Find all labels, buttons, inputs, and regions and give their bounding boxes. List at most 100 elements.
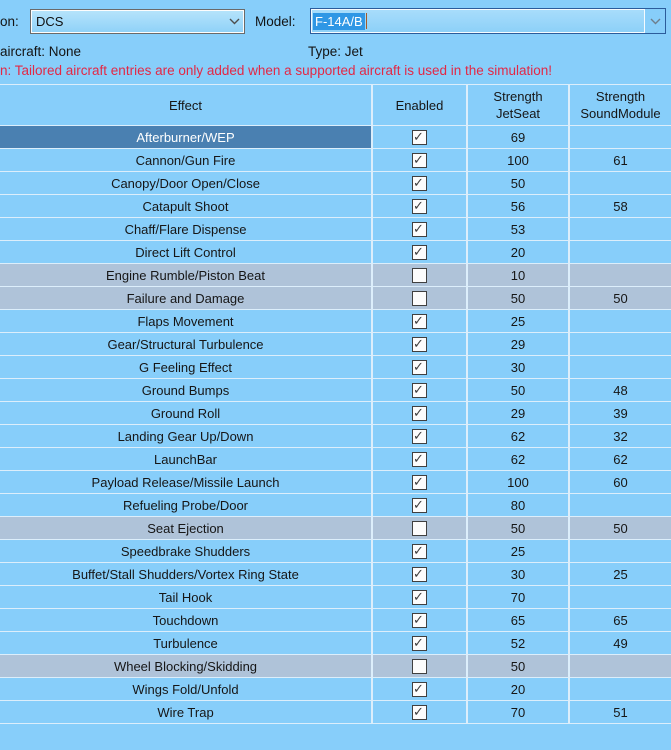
- table-row[interactable]: Touchdown 65 65: [0, 609, 671, 632]
- soundmodule-strength-cell[interactable]: [570, 310, 671, 332]
- chevron-down-icon[interactable]: [224, 10, 244, 33]
- enabled-cell[interactable]: [373, 402, 468, 424]
- effect-cell[interactable]: Wings Fold/Unfold: [0, 678, 373, 700]
- jetseat-strength-cell[interactable]: 53: [468, 218, 570, 240]
- jetseat-strength-cell[interactable]: 50: [468, 517, 570, 539]
- header-strength-jetseat[interactable]: Strength JetSeat: [468, 85, 570, 125]
- enabled-cell[interactable]: [373, 425, 468, 447]
- jetseat-strength-cell[interactable]: 56: [468, 195, 570, 217]
- enabled-cell[interactable]: [373, 241, 468, 263]
- soundmodule-strength-cell[interactable]: 49: [613, 635, 628, 651]
- model-combobox[interactable]: F-14A/B: [310, 8, 666, 34]
- enabled-checkbox[interactable]: [412, 290, 427, 306]
- table-row[interactable]: G Feeling Effect 30: [0, 356, 671, 379]
- enabled-cell[interactable]: [373, 448, 468, 470]
- table-row[interactable]: Failure and Damage 50 50: [0, 287, 671, 310]
- effect-cell[interactable]: Speedbrake Shudders: [0, 540, 373, 562]
- jetseat-strength-cell[interactable]: 50: [468, 655, 570, 677]
- enabled-cell[interactable]: [373, 609, 468, 631]
- jetseat-strength-cell[interactable]: 69: [468, 126, 570, 148]
- enabled-cell[interactable]: [373, 655, 468, 677]
- table-row[interactable]: LaunchBar 62 62: [0, 448, 671, 471]
- soundmodule-strength-cell[interactable]: 65: [613, 612, 628, 628]
- enabled-cell[interactable]: [373, 471, 468, 493]
- enabled-checkbox[interactable]: [412, 175, 427, 191]
- enabled-checkbox[interactable]: [412, 428, 427, 444]
- enabled-checkbox[interactable]: [412, 336, 427, 352]
- table-row[interactable]: Landing Gear Up/Down 62 32: [0, 425, 671, 448]
- table-row[interactable]: Ground Roll 29 39: [0, 402, 671, 425]
- enabled-cell[interactable]: [373, 586, 468, 608]
- enabled-checkbox[interactable]: [412, 658, 427, 674]
- enabled-cell[interactable]: [373, 195, 468, 217]
- effect-cell[interactable]: Ground Roll: [0, 402, 373, 424]
- jetseat-strength-cell[interactable]: 25: [468, 540, 570, 562]
- jetseat-strength-cell[interactable]: 50: [468, 172, 570, 194]
- enabled-checkbox[interactable]: [412, 152, 427, 168]
- enabled-cell[interactable]: [373, 333, 468, 355]
- simulation-combobox[interactable]: DCS: [30, 9, 245, 34]
- header-effect[interactable]: Effect: [0, 85, 373, 125]
- enabled-checkbox[interactable]: [412, 589, 427, 605]
- soundmodule-strength-cell[interactable]: [570, 655, 671, 677]
- table-row[interactable]: Turbulence 52 49: [0, 632, 671, 655]
- table-row[interactable]: Payload Release/Missile Launch 100 60: [0, 471, 671, 494]
- effect-cell[interactable]: Cannon/Gun Fire: [0, 149, 373, 171]
- table-row[interactable]: Tail Hook 70: [0, 586, 671, 609]
- table-row[interactable]: Afterburner/WEP 69: [0, 126, 671, 149]
- effect-cell[interactable]: LaunchBar: [0, 448, 373, 470]
- enabled-checkbox[interactable]: [412, 359, 427, 375]
- table-row[interactable]: Wings Fold/Unfold 20: [0, 678, 671, 701]
- table-row[interactable]: Refueling Probe/Door 80: [0, 494, 671, 517]
- jetseat-strength-cell[interactable]: 65: [468, 609, 570, 631]
- jetseat-strength-cell[interactable]: 25: [468, 310, 570, 332]
- enabled-checkbox[interactable]: [412, 221, 427, 237]
- enabled-checkbox[interactable]: [412, 566, 427, 582]
- enabled-checkbox[interactable]: [412, 474, 427, 490]
- jetseat-strength-cell[interactable]: 100: [468, 471, 570, 493]
- enabled-checkbox[interactable]: [412, 313, 427, 329]
- enabled-cell[interactable]: [373, 563, 468, 585]
- enabled-checkbox[interactable]: [412, 382, 427, 398]
- enabled-checkbox[interactable]: [412, 520, 427, 536]
- enabled-cell[interactable]: [373, 494, 468, 516]
- table-row[interactable]: Flaps Movement 25: [0, 310, 671, 333]
- enabled-cell[interactable]: [373, 310, 468, 332]
- enabled-cell[interactable]: [373, 172, 468, 194]
- enabled-checkbox[interactable]: [412, 451, 427, 467]
- enabled-cell[interactable]: [373, 149, 468, 171]
- header-strength-soundmodule[interactable]: Strength SoundModule: [580, 89, 661, 121]
- effect-cell[interactable]: Seat Ejection: [0, 517, 373, 539]
- jetseat-strength-cell[interactable]: 52: [468, 632, 570, 654]
- effect-cell[interactable]: Canopy/Door Open/Close: [0, 172, 373, 194]
- jetseat-strength-cell[interactable]: 50: [468, 287, 570, 309]
- soundmodule-strength-cell[interactable]: [570, 494, 671, 516]
- effect-cell[interactable]: Payload Release/Missile Launch: [0, 471, 373, 493]
- enabled-checkbox[interactable]: [412, 405, 427, 421]
- table-row[interactable]: Engine Rumble/Piston Beat 10: [0, 264, 671, 287]
- jetseat-strength-cell[interactable]: 29: [468, 333, 570, 355]
- soundmodule-strength-cell[interactable]: [570, 241, 671, 263]
- soundmodule-strength-cell[interactable]: 39: [613, 405, 628, 421]
- soundmodule-strength-cell[interactable]: 62: [613, 451, 628, 467]
- table-row[interactable]: Ground Bumps 50 48: [0, 379, 671, 402]
- soundmodule-strength-cell[interactable]: [570, 540, 671, 562]
- jetseat-strength-cell[interactable]: 20: [468, 678, 570, 700]
- table-row[interactable]: Canopy/Door Open/Close 50: [0, 172, 671, 195]
- enabled-cell[interactable]: [373, 287, 468, 309]
- soundmodule-strength-cell[interactable]: [570, 586, 671, 608]
- effect-cell[interactable]: Engine Rumble/Piston Beat: [0, 264, 373, 286]
- enabled-cell[interactable]: [373, 517, 468, 539]
- effect-cell[interactable]: Touchdown: [0, 609, 373, 631]
- table-row[interactable]: Wheel Blocking/Skidding 50: [0, 655, 671, 678]
- enabled-checkbox[interactable]: [412, 543, 427, 559]
- header-enabled[interactable]: Enabled: [373, 85, 468, 125]
- soundmodule-strength-cell[interactable]: [570, 172, 671, 194]
- soundmodule-strength-cell[interactable]: [570, 333, 671, 355]
- jetseat-strength-cell[interactable]: 29: [468, 402, 570, 424]
- enabled-checkbox[interactable]: [412, 198, 427, 214]
- jetseat-strength-cell[interactable]: 80: [468, 494, 570, 516]
- soundmodule-strength-cell[interactable]: [570, 264, 671, 286]
- soundmodule-strength-cell[interactable]: 61: [613, 152, 628, 168]
- jetseat-strength-cell[interactable]: 62: [468, 448, 570, 470]
